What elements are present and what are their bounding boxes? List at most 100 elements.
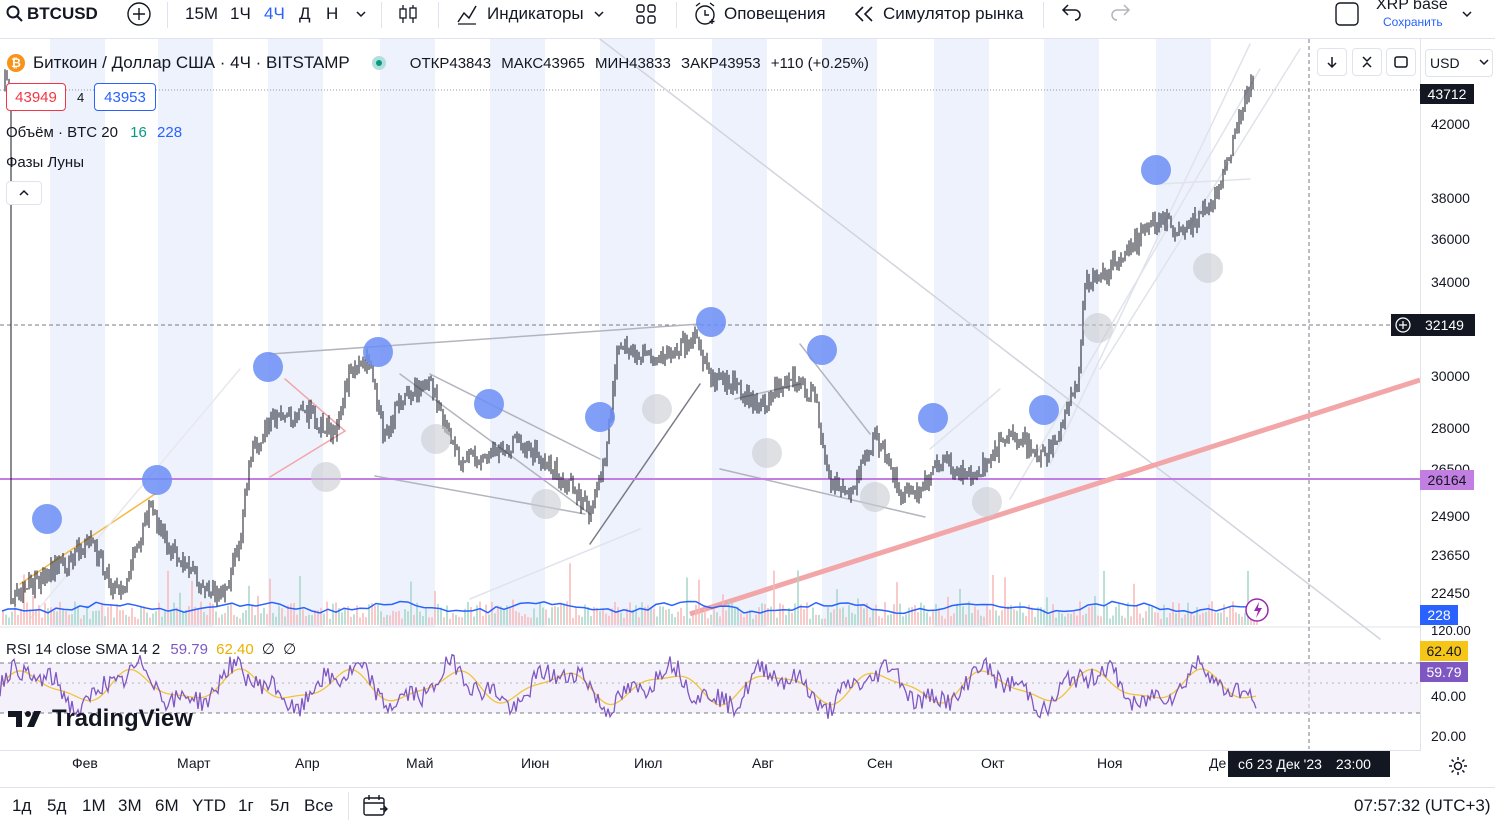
range-ytd[interactable]: YTD <box>192 796 226 815</box>
indicators-button[interactable]: Индикаторы <box>455 0 606 28</box>
undo-button[interactable] <box>1060 0 1084 28</box>
crosshair-price-badge[interactable]: 32149 <box>1391 314 1475 336</box>
clock[interactable]: 07:57:32 (UTC+3) <box>1354 796 1491 815</box>
moon-phase-band <box>380 39 435 627</box>
collapse-pane-button[interactable] <box>1352 48 1382 76</box>
bottom-toolbar: 1д 5д 1М 3М 6М YTD 1г 5л Все 07:57:32 (U… <box>0 787 1495 827</box>
range-5y[interactable]: 5л <box>270 796 290 815</box>
volume-bar <box>872 608 874 625</box>
volume-bar <box>1055 617 1057 625</box>
volume-bar <box>905 614 907 625</box>
volume-bar <box>308 614 310 625</box>
volume-bar <box>1208 604 1210 625</box>
volume-bar <box>398 610 400 625</box>
price-axis[interactable] <box>1420 39 1495 751</box>
volume-bar <box>662 606 664 625</box>
volume-bar <box>47 608 49 625</box>
range-1y[interactable]: 1г <box>238 796 254 815</box>
volume-bar <box>908 607 910 625</box>
redo-button[interactable] <box>1108 0 1132 28</box>
volume-bar <box>116 604 118 625</box>
interval-dropdown[interactable] <box>354 0 368 28</box>
volume-bar <box>770 606 772 625</box>
price-label: 36000 <box>1431 231 1470 247</box>
range-5d[interactable]: 5д <box>47 796 67 815</box>
volume-bar <box>878 616 880 625</box>
volume-bar <box>800 604 802 625</box>
volume-bar <box>659 606 661 625</box>
volume-bar <box>1049 614 1051 625</box>
save-label[interactable]: Сохранить <box>1383 15 1443 29</box>
currency-select[interactable]: USD <box>1425 49 1493 77</box>
alerts-button[interactable]: Оповещения <box>692 0 826 28</box>
sell-button[interactable]: 43949 <box>6 83 66 111</box>
volume-bar <box>461 617 463 625</box>
volume-bar <box>1028 604 1030 625</box>
price-label: 30000 <box>1431 368 1470 384</box>
volume-bar <box>620 612 622 625</box>
volume-bar <box>1244 612 1246 625</box>
layout-dropdown[interactable] <box>1460 0 1474 28</box>
volume-bar <box>992 574 994 625</box>
volume-bar <box>56 611 58 625</box>
volume-bar <box>1166 617 1168 625</box>
interval-week[interactable]: Н <box>326 4 339 23</box>
layout-name[interactable]: XRP base <box>1376 0 1448 13</box>
scroll-down-button[interactable] <box>1317 48 1347 76</box>
volume-bar <box>1073 611 1075 625</box>
volume-bar <box>509 606 511 625</box>
volume-bar <box>1247 570 1249 625</box>
volume-bar <box>50 607 52 625</box>
interval-4h[interactable]: 4Ч <box>264 4 285 23</box>
layout-checkbox[interactable] <box>1334 0 1360 28</box>
range-6m[interactable]: 6М <box>155 796 179 815</box>
arrow-down-icon <box>1327 57 1337 69</box>
volume-bar <box>689 618 691 625</box>
volume-bar <box>1220 612 1222 625</box>
volume-bar <box>485 604 487 625</box>
volume-bar <box>827 606 829 625</box>
chart-settings-button[interactable] <box>1447 755 1469 782</box>
volume-bar <box>812 607 814 625</box>
volume-bar <box>221 614 223 625</box>
volume-bar <box>374 605 376 625</box>
range-3m[interactable]: 3М <box>118 796 142 815</box>
replay-button[interactable]: Симулятор рынка <box>853 0 1023 28</box>
buy-button[interactable]: 43953 <box>94 83 156 111</box>
chart-type-button[interactable] <box>396 0 420 28</box>
volume-bar <box>161 616 163 625</box>
range-1m[interactable]: 1М <box>82 796 106 815</box>
add-alert-icon[interactable] <box>1395 317 1411 333</box>
maximize-pane-button[interactable] <box>1386 48 1416 76</box>
volume-bar <box>1046 597 1048 625</box>
volume-bar <box>959 588 961 625</box>
price-chart[interactable] <box>0 39 1420 749</box>
volume-bar <box>887 615 889 625</box>
volume-bar <box>971 613 973 625</box>
add-symbol-button[interactable] <box>126 0 152 28</box>
interval-15m[interactable]: 15М <box>185 4 219 23</box>
hline-price-badge: 26164 <box>1420 470 1474 490</box>
chart-pane[interactable] <box>0 39 1420 749</box>
symbol-search[interactable]: BTCUSD <box>6 0 98 28</box>
drawing-line <box>29 368 241 620</box>
volume-bar <box>392 610 394 625</box>
volume-bar <box>797 570 799 625</box>
interval-day[interactable]: Д <box>299 4 311 23</box>
volume-bar <box>53 610 55 625</box>
volume-bar <box>956 603 958 625</box>
range-1d[interactable]: 1д <box>12 796 32 815</box>
rsi-legend: RSI 14 close SMA 14 2 59.79 62.40 ∅ ∅ <box>6 641 297 658</box>
volume-bar <box>665 609 667 625</box>
volume-bar <box>284 616 286 625</box>
interval-1h[interactable]: 1Ч <box>230 4 251 23</box>
volume-bar <box>638 617 640 625</box>
time-label: Март <box>177 755 211 771</box>
go-to-date-button[interactable] <box>362 794 388 823</box>
volume-bar <box>1061 613 1063 625</box>
volume-bar <box>1229 606 1231 625</box>
volume-bar <box>635 605 637 625</box>
templates-button[interactable] <box>634 0 658 28</box>
collapse-legend-button[interactable] <box>6 181 42 205</box>
range-all[interactable]: Все <box>304 796 334 815</box>
